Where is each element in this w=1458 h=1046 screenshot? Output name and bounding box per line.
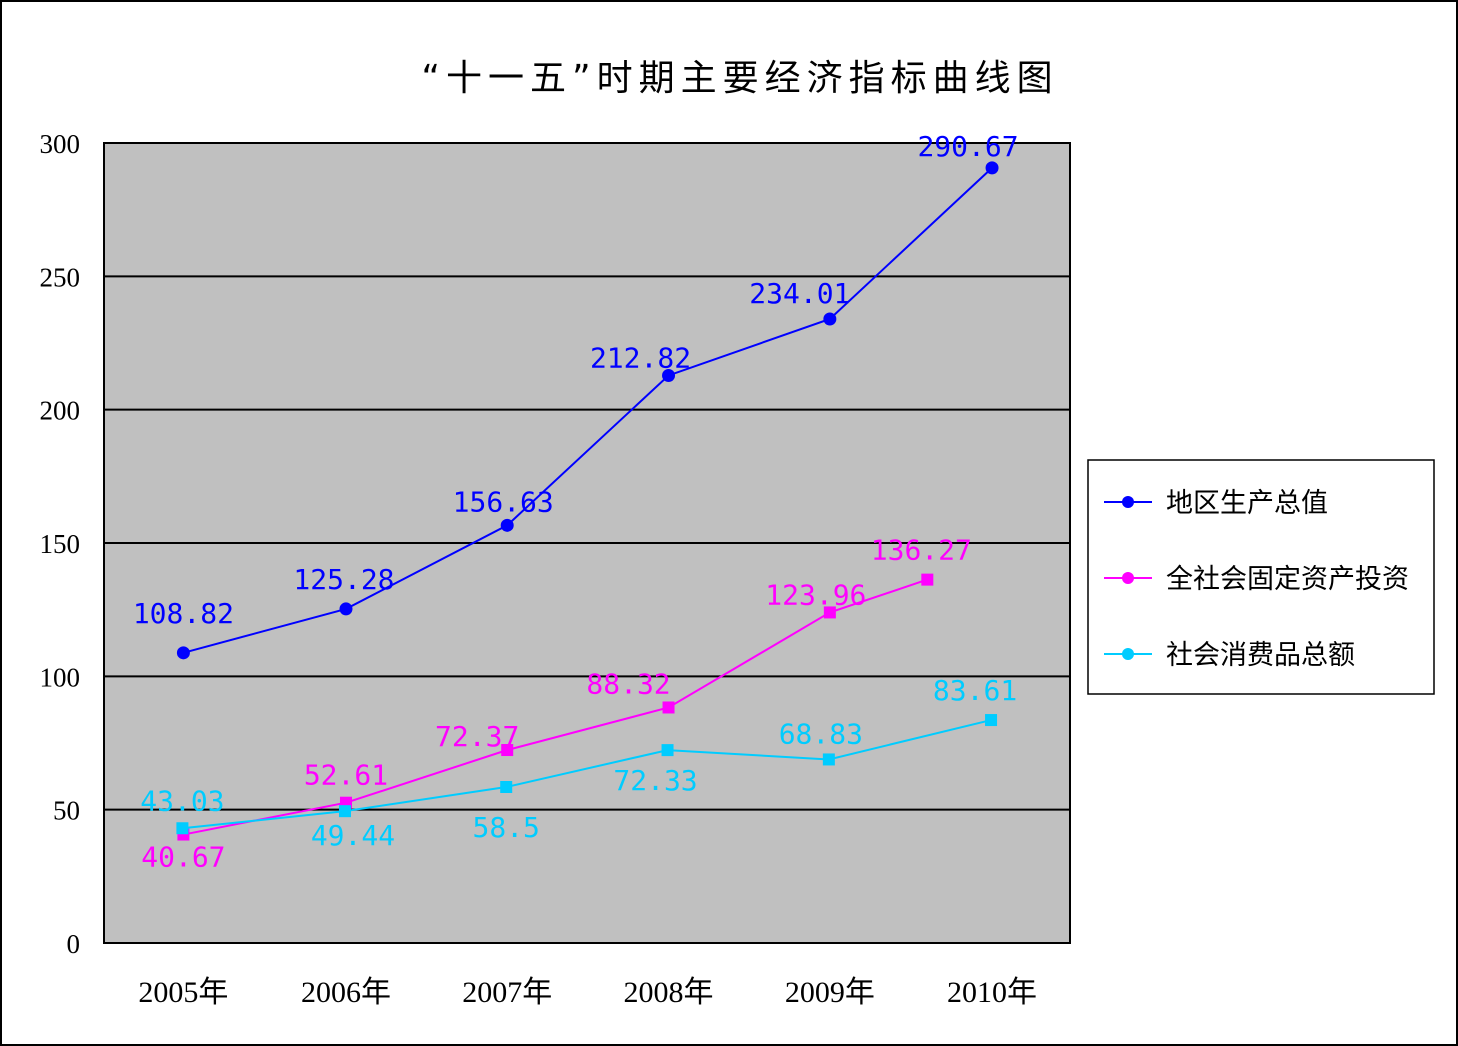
- series-1-label-2: 125.28: [293, 563, 394, 596]
- legend-item-3: 社会消费品总额: [1104, 640, 1355, 671]
- series-2-label-2: 52.61: [304, 759, 388, 792]
- chart-title: “十一五”时期主要经济指标曲线图: [421, 58, 1058, 99]
- axis-layer: 0 50 100 150 200 250 300 2005年 2006年 2007年 2008年 20…: [40, 129, 1038, 1009]
- legend-marker-3: [1122, 648, 1134, 660]
- series-3-label-4: 72.33: [613, 764, 697, 797]
- series-1-line: [183, 167, 993, 654]
- data-label-layer: 108.82 125.28 156.63 212.82 234.01 290.67 40.6…: [133, 130, 1019, 874]
- x-tick-label-5: 2009年: [785, 976, 875, 1009]
- series-layer: [176, 161, 999, 841]
- series-3-point-1: [176, 822, 189, 835]
- legend-label-1: 地区生产总值: [1166, 488, 1328, 519]
- x-tick-label-1: 2005年: [138, 976, 228, 1009]
- series-1-point-2: [339, 602, 353, 616]
- y-tick-label-0: 0: [67, 929, 81, 959]
- series-1-label-3: 156.63: [453, 485, 554, 518]
- grid-layer: [104, 275, 1070, 811]
- y-tick-label-300: 300: [40, 129, 81, 159]
- x-tick-label-6: 2010年: [947, 976, 1037, 1009]
- series-3-label-2: 49.44: [311, 819, 395, 852]
- y-tick-label-250: 250: [40, 262, 81, 292]
- series-1-point-4: [662, 368, 676, 382]
- legend-item-1: 地区生产总值: [1104, 488, 1328, 519]
- y-tick-label-100: 100: [40, 662, 81, 692]
- series-3-label-5: 68.83: [779, 717, 863, 750]
- y-tick-label-200: 200: [40, 396, 81, 426]
- series-3-line: [182, 719, 992, 830]
- series-2-point-6: [921, 573, 934, 586]
- x-tick-label-3: 2007年: [462, 976, 552, 1009]
- series-2-label-4: 88.32: [586, 667, 670, 700]
- legend-label-3: 社会消费品总额: [1166, 640, 1355, 671]
- x-tick-label-4: 2008年: [624, 976, 714, 1009]
- series-3-point-3: [500, 781, 513, 793]
- series-3-point-6: [985, 714, 998, 727]
- legend-marker-1: [1122, 496, 1134, 508]
- y-tick-label-150: 150: [40, 529, 81, 559]
- series-2-point-3: [501, 744, 514, 757]
- x-tick-label-2: 2006年: [301, 976, 391, 1009]
- legend-label-2: 全社会固定资产投资: [1166, 564, 1409, 595]
- series-1-point-1: [176, 646, 190, 660]
- series-1-label-6: 290.67: [917, 130, 1018, 163]
- series-2-line: [183, 578, 928, 836]
- series-3-point-4: [661, 744, 674, 757]
- y-tick-label-50: 50: [53, 796, 80, 826]
- series-3-label-3: 58.5: [472, 811, 539, 844]
- series-3: [176, 714, 998, 835]
- series-3-label-1: 43.03: [140, 784, 224, 817]
- series-1-label-1: 108.82: [133, 597, 234, 630]
- series-1-point-3: [500, 518, 514, 532]
- series-2-label-1: 40.67: [141, 841, 225, 874]
- series-3-point-5: [822, 753, 835, 766]
- legend-item-2: 全社会固定资产投资: [1104, 564, 1409, 595]
- series-2-point-4: [662, 701, 675, 714]
- series-3-point-2: [338, 805, 351, 818]
- series-1: [176, 161, 999, 660]
- series-2-label-3: 72.37: [435, 720, 519, 753]
- series-2-label-6: 136.27: [871, 534, 972, 567]
- series-1-point-5: [823, 312, 837, 326]
- legend-marker-2: [1122, 572, 1134, 584]
- series-2-label-5: 123.96: [765, 578, 866, 611]
- series-1-label-5: 234.01: [749, 277, 850, 310]
- series-1-label-4: 212.82: [590, 341, 691, 374]
- series-2-point-5: [823, 606, 836, 619]
- series-3-label-6: 83.61: [933, 674, 1017, 707]
- series-1-point-6: [985, 161, 999, 175]
